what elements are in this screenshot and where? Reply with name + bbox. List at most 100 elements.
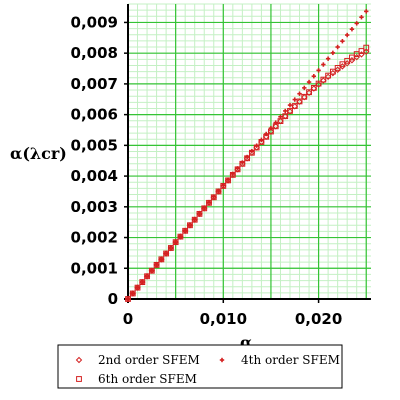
data-point-cross xyxy=(163,251,169,256)
data-point-square xyxy=(163,250,170,257)
data-point-cross xyxy=(178,234,183,239)
data-point-diamond xyxy=(343,60,351,67)
data-point-diamond xyxy=(339,63,346,70)
data-point-cross xyxy=(173,239,178,245)
data-point-cross xyxy=(206,200,212,205)
data-point-square xyxy=(129,290,136,297)
data-point-cross xyxy=(149,268,155,273)
data-point-cross xyxy=(159,257,164,262)
data-point-square xyxy=(315,80,322,87)
data-point-square xyxy=(349,54,355,61)
data-point-cross xyxy=(216,188,221,194)
data-point-square xyxy=(272,123,279,130)
legend-marker-2nd-order xyxy=(75,356,83,364)
data-point-cross xyxy=(349,26,355,32)
data-point-square xyxy=(201,205,208,212)
data-point-diamond xyxy=(363,48,370,55)
x-tick-label: 0,010 xyxy=(200,310,247,328)
legend: 2nd order SFEM 4th order SFEM 6th order … xyxy=(57,344,343,389)
data-point-cross xyxy=(140,279,145,285)
data-point-square xyxy=(253,144,260,151)
data-point-square xyxy=(282,113,289,120)
data-point-square xyxy=(334,65,341,71)
data-point-square xyxy=(210,194,217,201)
data-point-square xyxy=(229,171,236,178)
data-point-diamond xyxy=(329,69,337,77)
y-tick-label: 0,005 xyxy=(71,136,118,154)
data-point-square xyxy=(244,155,251,162)
legend-marker-symbol xyxy=(75,356,83,364)
y-tick-label: 0,003 xyxy=(71,198,118,216)
data-point-cross xyxy=(325,56,331,61)
data-point-cross xyxy=(130,291,135,296)
data-point-cross xyxy=(344,32,350,38)
legend-marker-6th-order xyxy=(76,376,82,382)
data-point-cross xyxy=(182,228,188,233)
data-point-square xyxy=(125,296,131,302)
data-point-square xyxy=(301,93,308,100)
data-point-square xyxy=(215,188,222,195)
legend-marker-symbol xyxy=(219,357,225,363)
data-point-cross xyxy=(144,274,150,279)
data-point-square xyxy=(329,68,336,75)
data-point-square xyxy=(239,160,246,167)
legend-marker-4th-order xyxy=(219,357,225,363)
data-point-cross xyxy=(354,21,359,26)
data-point-cross xyxy=(292,97,297,102)
y-tick-label: 0,006 xyxy=(71,106,118,124)
x-tick-label: 0 xyxy=(123,310,133,328)
legend-box xyxy=(57,344,343,389)
data-point-square xyxy=(158,256,165,263)
data-point-square xyxy=(172,239,179,246)
data-point-cross xyxy=(249,148,255,154)
data-point-cross xyxy=(283,108,288,114)
data-point-square xyxy=(325,72,332,79)
data-point-cross xyxy=(187,223,193,228)
legend-label-4th-order: 4th order SFEM xyxy=(241,353,340,367)
data-point-diamond xyxy=(315,81,322,88)
plot-markers xyxy=(124,9,370,303)
data-point-cross xyxy=(335,44,340,50)
data-point-cross xyxy=(287,102,293,108)
data-point-cross xyxy=(306,79,312,85)
data-point-cross xyxy=(154,262,159,268)
data-point-cross xyxy=(202,205,207,211)
data-point-square xyxy=(358,48,365,54)
major-grid xyxy=(127,4,371,300)
data-point-square xyxy=(153,261,160,268)
data-point-square xyxy=(167,245,174,251)
data-point-cross xyxy=(168,245,174,251)
data-point-cross xyxy=(364,9,369,14)
data-point-square xyxy=(291,103,298,109)
x-tick-label: 0,020 xyxy=(295,310,342,328)
data-point-square xyxy=(320,76,327,83)
data-point-square xyxy=(234,166,241,173)
data-point-square xyxy=(248,149,255,156)
data-point-square xyxy=(191,216,198,223)
data-point-cross xyxy=(330,50,336,56)
data-point-diamond xyxy=(324,73,332,81)
y-tick-label: 0,007 xyxy=(71,75,118,93)
series-square xyxy=(125,44,370,302)
data-point-square xyxy=(277,118,284,124)
data-point-cross xyxy=(125,296,131,302)
data-point-square xyxy=(263,133,270,140)
data-point-square xyxy=(339,61,346,68)
data-point-square xyxy=(134,284,141,291)
data-point-cross xyxy=(321,62,326,67)
data-point-square xyxy=(225,177,231,184)
series-cross xyxy=(125,9,369,302)
data-point-square xyxy=(353,51,360,57)
y-tick-label: 0,002 xyxy=(71,229,118,247)
y-tick-label: 0,009 xyxy=(71,13,118,31)
data-point-square xyxy=(258,139,265,145)
data-point-square xyxy=(268,128,274,135)
legend-label-6th-order: 6th order SFEM xyxy=(98,372,197,386)
data-point-cross xyxy=(135,285,140,290)
data-point-square xyxy=(187,222,193,229)
y-tick-label: 0,001 xyxy=(71,259,118,277)
data-point-square xyxy=(296,98,303,105)
data-point-diamond xyxy=(310,85,318,92)
y-tick-label: 0 xyxy=(108,290,118,308)
